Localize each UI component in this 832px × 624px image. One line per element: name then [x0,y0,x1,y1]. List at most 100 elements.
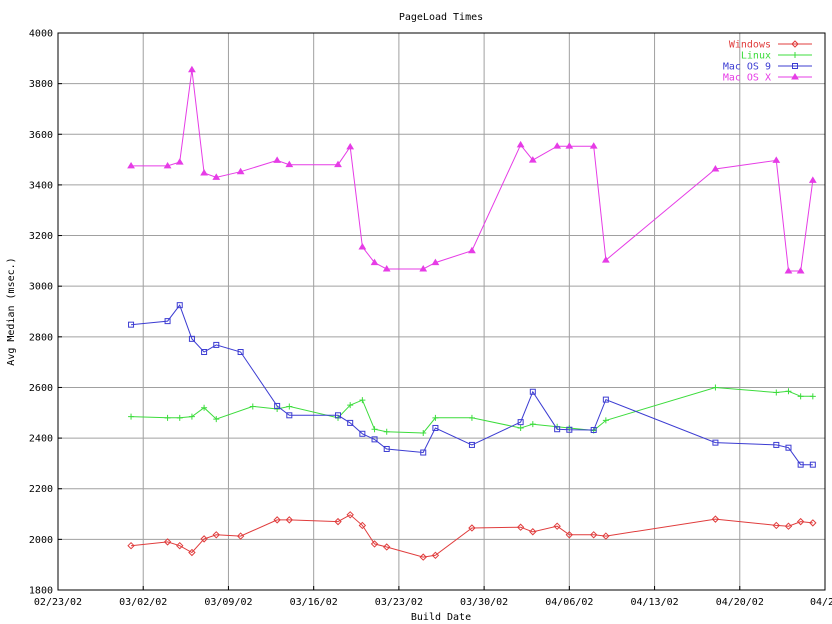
series-line-mac-os-x [131,69,814,272]
data-point-mac-os-x [212,173,221,180]
data-point-mac-os-x [334,160,342,168]
data-point-mac-os-9 [809,461,816,468]
series-group [127,65,817,561]
data-point-mac-os-x [516,140,525,148]
data-point-linux [797,393,804,400]
y-tick-label: 3000 [29,282,53,293]
data-point-mac-os-x [358,242,367,250]
data-point-windows [285,516,294,524]
data-point-mac-os-x [127,161,135,169]
chart-title: PageLoad Times [399,12,483,23]
data-point-windows [589,531,598,539]
y-tick-label: 1800 [29,586,53,597]
x-tick-label: 03/23/02 [375,597,423,608]
data-point-linux [201,404,208,411]
series-line-mac-os-9 [130,304,813,466]
data-point-mac-os-9 [590,426,597,433]
data-point-windows [468,524,476,532]
data-point-windows [431,551,440,560]
legend-label-windows: Windows [729,40,771,51]
data-point-mac-os-9 [237,349,244,356]
data-point-mac-os-x [772,156,781,163]
data-point-mac-os-9 [286,412,293,419]
data-point-mac-os-9 [529,388,536,395]
data-point-windows [127,541,135,550]
data-point-linux [529,421,536,428]
data-point-linux [188,413,195,420]
legend-label-mac-os-x: Mac OS X [723,73,771,84]
legend-marker-mac-os-9 [792,63,798,69]
data-point-windows [236,532,245,540]
data-point-linux [359,397,366,404]
data-point-windows [346,511,354,519]
data-point-windows [553,522,561,530]
data-point-mac-os-x [346,142,355,150]
data-point-windows [772,521,781,530]
data-point-mac-os-9 [359,430,366,437]
data-point-mac-os-x [285,160,294,168]
data-point-mac-os-9 [371,436,378,443]
data-point-mac-os-x [784,267,793,274]
data-point-mac-os-9 [420,449,427,456]
data-point-windows [565,531,574,539]
x-axis-label: Build Date [411,612,471,623]
data-point-mac-os-x [431,258,440,266]
x-tick-label: 04/06/02 [545,597,593,608]
y-tick-label: 2200 [29,484,53,495]
x-tick-label: 03/16/02 [290,597,338,608]
data-point-windows [602,532,610,540]
data-point-mac-os-9 [164,318,171,325]
data-point-linux [347,402,354,409]
data-point-mac-os-x [188,65,196,73]
data-point-mac-os-9 [797,461,804,468]
data-point-windows [383,543,391,551]
data-point-mac-os-9 [432,424,439,431]
x-tick-label: 02/23/02 [34,597,82,608]
data-point-mac-os-9 [785,444,792,451]
plot-frame [57,32,826,591]
series-line-linux [130,386,813,434]
data-point-mac-os-9 [188,335,195,342]
data-point-mac-os-x [200,169,208,176]
data-point-mac-os-x [553,142,562,149]
data-point-mac-os-9 [383,445,390,452]
data-point-linux [286,403,293,410]
y-tick-label: 2600 [29,383,53,394]
data-point-mac-os-x [808,176,817,183]
data-point-linux [785,388,792,395]
data-point-mac-os-9 [176,302,183,309]
data-point-linux [371,426,378,433]
data-point-windows [212,531,220,539]
data-point-linux [176,414,183,421]
legend-label-mac-os-9: Mac OS 9 [723,62,771,73]
data-point-linux [517,424,524,431]
data-point-windows [334,517,342,526]
data-point-mac-os-x [468,246,476,254]
data-point-mac-os-9 [712,439,719,446]
y-tick-label: 3200 [29,231,53,242]
data-point-mac-os-x [601,256,610,263]
axis-ticks: 1800 2000 2200 2400 2600 2800 3000 3200 3400 3600… [29,29,832,609]
y-tick-label: 3400 [29,180,53,191]
grid [57,32,826,591]
y-tick-label: 2800 [29,332,53,343]
data-point-mac-os-x [711,164,720,172]
series-line-windows [130,514,813,558]
data-point-mac-os-x [589,142,598,149]
data-point-windows [358,521,367,530]
data-point-windows [711,515,720,523]
data-point-mac-os-9 [347,419,354,426]
data-point-mac-os-9 [128,321,135,328]
data-point-linux [249,403,256,410]
data-point-windows [796,517,805,526]
data-point-mac-os-x [796,267,805,274]
data-point-windows [516,523,525,531]
data-point-windows [200,535,208,543]
data-point-linux [712,384,719,391]
data-point-mac-os-x [163,161,172,169]
data-point-mac-os-9 [602,396,609,403]
legend-marker-linux [792,52,798,58]
data-point-mac-os-x [236,167,245,175]
